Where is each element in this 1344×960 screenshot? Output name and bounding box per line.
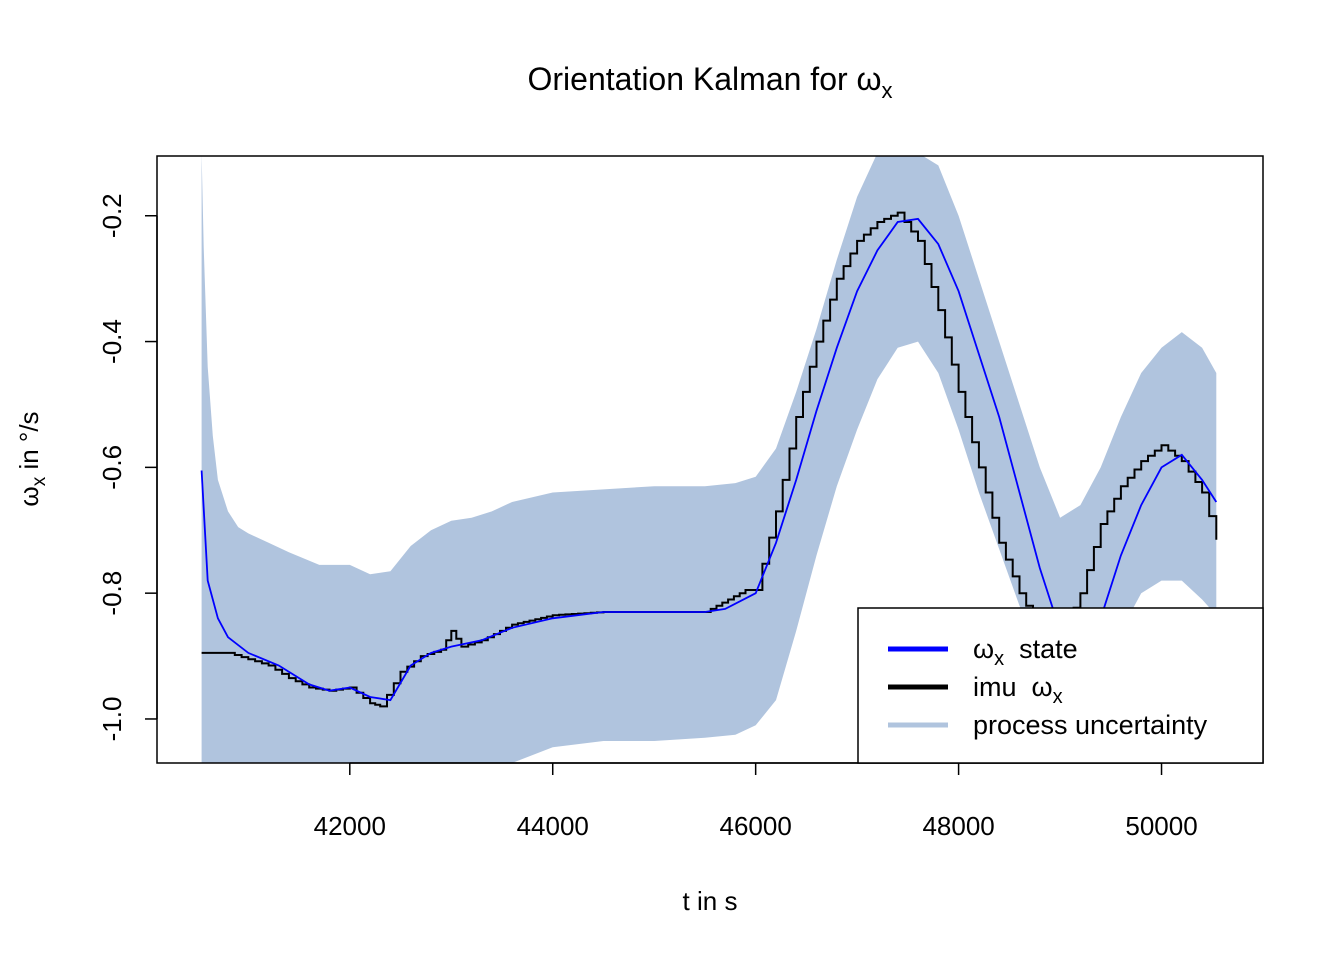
chart-title: Orientation Kalman for ωx <box>527 61 892 103</box>
y-tick-label: -0.2 <box>97 193 127 238</box>
y-axis-label-symbol: ω <box>14 486 44 506</box>
chart-title-text: Orientation Kalman for <box>527 61 856 97</box>
legend-imu-subscript: x <box>1053 686 1063 708</box>
y-tick-label: -0.4 <box>97 319 127 364</box>
legend: ωx state imu ωx process uncertainty <box>857 607 1264 764</box>
x-tick-label: 42000 <box>314 811 386 841</box>
y-axis-label-subscript: x <box>29 476 50 486</box>
legend-state-subscript: x <box>994 648 1004 670</box>
x-tick-label: 44000 <box>517 811 589 841</box>
y-tick-label: -0.8 <box>97 571 127 616</box>
y-axis: -1.0 -0.8 -0.6 -0.4 -0.2 <box>97 193 158 742</box>
x-axis-label: t in s <box>683 886 738 916</box>
legend-label-uncertainty: process uncertainty <box>973 710 1208 740</box>
x-tick-label: 46000 <box>720 811 792 841</box>
y-axis-label-unit: in °/s <box>14 411 44 476</box>
y-tick-label: -0.6 <box>97 445 127 490</box>
legend-label-imu: imu ωx <box>973 672 1063 708</box>
legend-label-state: ωx state <box>973 634 1078 670</box>
legend-imu-symbol: ω <box>1032 672 1053 702</box>
chart-title-symbol: ω <box>857 61 882 97</box>
process-uncertainty-band <box>201 156 1217 763</box>
x-axis: 42000 44000 46000 48000 50000 <box>314 762 1198 841</box>
x-tick-label: 48000 <box>922 811 994 841</box>
chart-title-subscript: x <box>882 78 893 103</box>
x-tick-label: 50000 <box>1125 811 1197 841</box>
legend-state-symbol: ω <box>973 634 994 664</box>
y-axis-label: ωx in °/s <box>14 411 50 506</box>
legend-state-rest: state <box>1004 634 1078 664</box>
legend-imu-prefix: imu <box>973 672 1032 702</box>
y-tick-label: -1.0 <box>97 697 127 742</box>
